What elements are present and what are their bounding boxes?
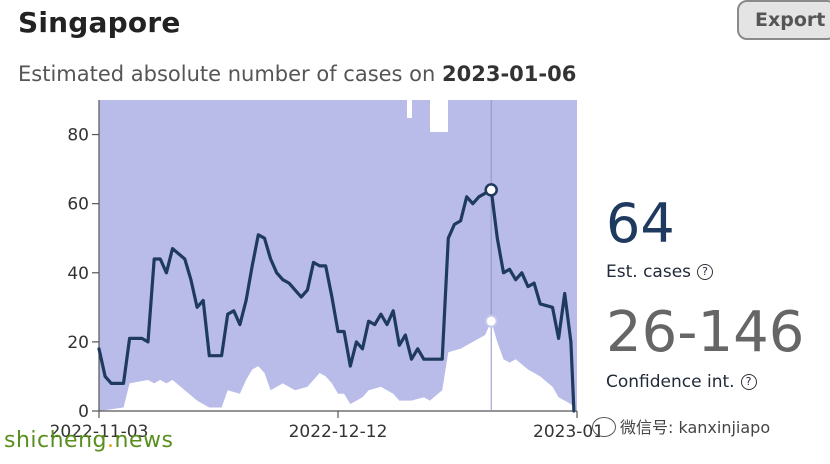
tick-label-layer: 0 20 40 60 80 2022-11-03 2022-12-12 2023-01-2 bbox=[50, 126, 600, 440]
y-tick-label: 80 bbox=[67, 126, 89, 146]
subtitle-date: 2023-01-06 bbox=[442, 62, 577, 86]
estimate-line bbox=[97, 188, 576, 413]
upper-bound-notch bbox=[430, 100, 448, 132]
y-tick-label: 60 bbox=[67, 195, 89, 215]
below-lower-bound-area bbox=[99, 321, 577, 411]
watermark-left-a: shicheng bbox=[4, 428, 107, 453]
chart-subtitle: Estimated absolute number of cases on 20… bbox=[18, 62, 576, 86]
x-tick-label: 2022-12-12 bbox=[289, 422, 388, 440]
confidence-interval-value: 26-146 bbox=[606, 300, 805, 365]
watermark-left-dot: . bbox=[107, 428, 115, 453]
y-tick-label: 20 bbox=[67, 333, 89, 353]
est-label-text: Est. cases bbox=[606, 262, 692, 282]
chart-area[interactable]: 0 20 40 60 80 2022-11-03 2022-12-12 2023-01-2 bbox=[0, 0, 600, 440]
estimated-cases-label: Est. cases? bbox=[606, 262, 714, 282]
confidence-interval-label: Confidence int.? bbox=[606, 372, 757, 392]
estimate-marker bbox=[484, 183, 498, 197]
page-title: Singapore bbox=[18, 6, 181, 39]
watermark-left-b: news bbox=[114, 428, 174, 453]
help-icon[interactable]: ? bbox=[697, 264, 714, 280]
y-tick-label: 0 bbox=[78, 402, 89, 422]
estimate-line-layer bbox=[97, 183, 576, 413]
ci-label-text: Confidence int. bbox=[606, 372, 735, 392]
watermark-right-text: 微信号: kanxinjiapo bbox=[620, 418, 771, 437]
x-tick-label: 2023-01-2 bbox=[533, 422, 600, 440]
watermark-left: shicheng.news bbox=[4, 428, 173, 453]
lower-bound-marker bbox=[484, 314, 498, 328]
help-icon[interactable]: ? bbox=[740, 374, 757, 390]
estimated-cases-value: 64 bbox=[606, 192, 675, 255]
watermark-right: 微信号: kanxinjiapo bbox=[592, 414, 770, 438]
export-button[interactable]: Export bbox=[737, 0, 830, 40]
wechat-icon bbox=[592, 417, 616, 437]
x-tick-label: 2022-11-03 bbox=[50, 422, 149, 440]
axis-layer bbox=[92, 100, 578, 418]
upper-bound-notch bbox=[407, 100, 412, 118]
subtitle-prefix: Estimated absolute number of cases on bbox=[18, 62, 442, 86]
y-tick-label: 40 bbox=[67, 264, 89, 284]
